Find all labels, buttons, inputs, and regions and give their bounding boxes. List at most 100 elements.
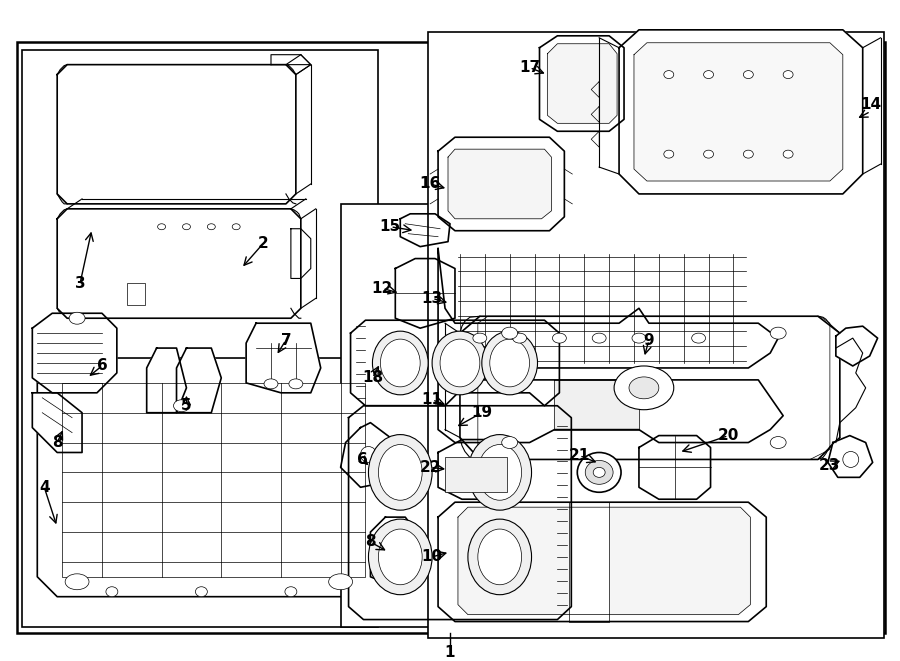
Ellipse shape (513, 333, 526, 343)
Ellipse shape (158, 224, 166, 230)
Text: 16: 16 (419, 176, 441, 192)
Ellipse shape (501, 327, 518, 339)
Bar (22, 50, 378, 627)
Polygon shape (438, 249, 778, 368)
Polygon shape (547, 44, 617, 124)
Text: 19: 19 (472, 405, 492, 420)
Ellipse shape (553, 333, 566, 343)
Text: 22: 22 (419, 460, 441, 475)
Ellipse shape (440, 339, 480, 387)
Polygon shape (828, 436, 873, 477)
Text: 5: 5 (181, 398, 192, 413)
Text: 18: 18 (362, 370, 383, 385)
Ellipse shape (743, 150, 753, 158)
Polygon shape (554, 380, 639, 430)
Text: 21: 21 (569, 448, 590, 463)
Ellipse shape (585, 461, 613, 485)
Ellipse shape (577, 453, 621, 492)
Text: 3: 3 (75, 276, 86, 291)
Polygon shape (348, 406, 572, 619)
Bar (62, 383, 365, 577)
Ellipse shape (632, 333, 646, 343)
Text: 9: 9 (644, 332, 654, 348)
Ellipse shape (482, 331, 537, 395)
Ellipse shape (704, 150, 714, 158)
Bar (127, 284, 145, 305)
Ellipse shape (378, 445, 422, 500)
Polygon shape (395, 258, 455, 328)
Text: 2: 2 (257, 236, 268, 251)
Text: 8: 8 (52, 435, 62, 450)
Ellipse shape (664, 150, 674, 158)
Polygon shape (591, 106, 599, 122)
Polygon shape (438, 440, 515, 499)
Polygon shape (37, 358, 391, 597)
Polygon shape (478, 316, 830, 459)
Polygon shape (591, 81, 599, 97)
Polygon shape (400, 214, 450, 247)
Ellipse shape (704, 71, 714, 79)
Ellipse shape (183, 224, 191, 230)
Text: 23: 23 (819, 458, 841, 473)
Polygon shape (438, 380, 783, 443)
Ellipse shape (381, 339, 420, 387)
Ellipse shape (478, 529, 522, 585)
Ellipse shape (472, 333, 487, 343)
Text: 8: 8 (365, 535, 376, 549)
Text: 10: 10 (421, 549, 443, 564)
Ellipse shape (106, 587, 118, 597)
Ellipse shape (432, 331, 488, 395)
Polygon shape (147, 348, 186, 412)
Polygon shape (639, 436, 711, 499)
Polygon shape (351, 320, 560, 406)
Ellipse shape (264, 379, 278, 389)
Text: 17: 17 (519, 60, 540, 75)
Ellipse shape (783, 150, 793, 158)
Ellipse shape (629, 377, 659, 399)
Ellipse shape (384, 545, 402, 559)
Polygon shape (438, 137, 564, 231)
Ellipse shape (373, 331, 428, 395)
Ellipse shape (593, 467, 605, 477)
Polygon shape (58, 209, 301, 318)
Text: 13: 13 (421, 291, 443, 306)
Ellipse shape (207, 224, 215, 230)
Text: 6: 6 (357, 452, 368, 467)
Bar (340, 204, 574, 627)
Polygon shape (176, 348, 221, 412)
Polygon shape (836, 326, 878, 366)
Text: 15: 15 (380, 219, 400, 234)
Polygon shape (460, 316, 840, 459)
Ellipse shape (614, 366, 674, 410)
Polygon shape (246, 323, 320, 393)
Polygon shape (340, 422, 395, 487)
Text: 7: 7 (281, 332, 292, 348)
Polygon shape (58, 65, 296, 204)
Ellipse shape (378, 529, 422, 585)
Ellipse shape (743, 71, 753, 79)
Polygon shape (271, 55, 310, 65)
Ellipse shape (692, 333, 706, 343)
Ellipse shape (468, 519, 532, 595)
Polygon shape (634, 43, 842, 181)
Polygon shape (458, 507, 751, 615)
Text: 1: 1 (445, 645, 455, 660)
Ellipse shape (478, 445, 522, 500)
Ellipse shape (361, 447, 376, 463)
Ellipse shape (501, 436, 518, 449)
Polygon shape (371, 517, 420, 587)
Polygon shape (591, 132, 599, 147)
Ellipse shape (783, 71, 793, 79)
Text: 11: 11 (421, 392, 443, 407)
Text: 4: 4 (39, 480, 50, 495)
Polygon shape (438, 502, 766, 621)
Polygon shape (539, 36, 624, 132)
Polygon shape (291, 229, 310, 278)
Bar (428, 32, 884, 639)
Polygon shape (32, 313, 117, 393)
Polygon shape (570, 502, 609, 621)
Ellipse shape (195, 587, 207, 597)
Ellipse shape (65, 574, 89, 590)
Ellipse shape (368, 434, 432, 510)
Text: 20: 20 (718, 428, 739, 443)
